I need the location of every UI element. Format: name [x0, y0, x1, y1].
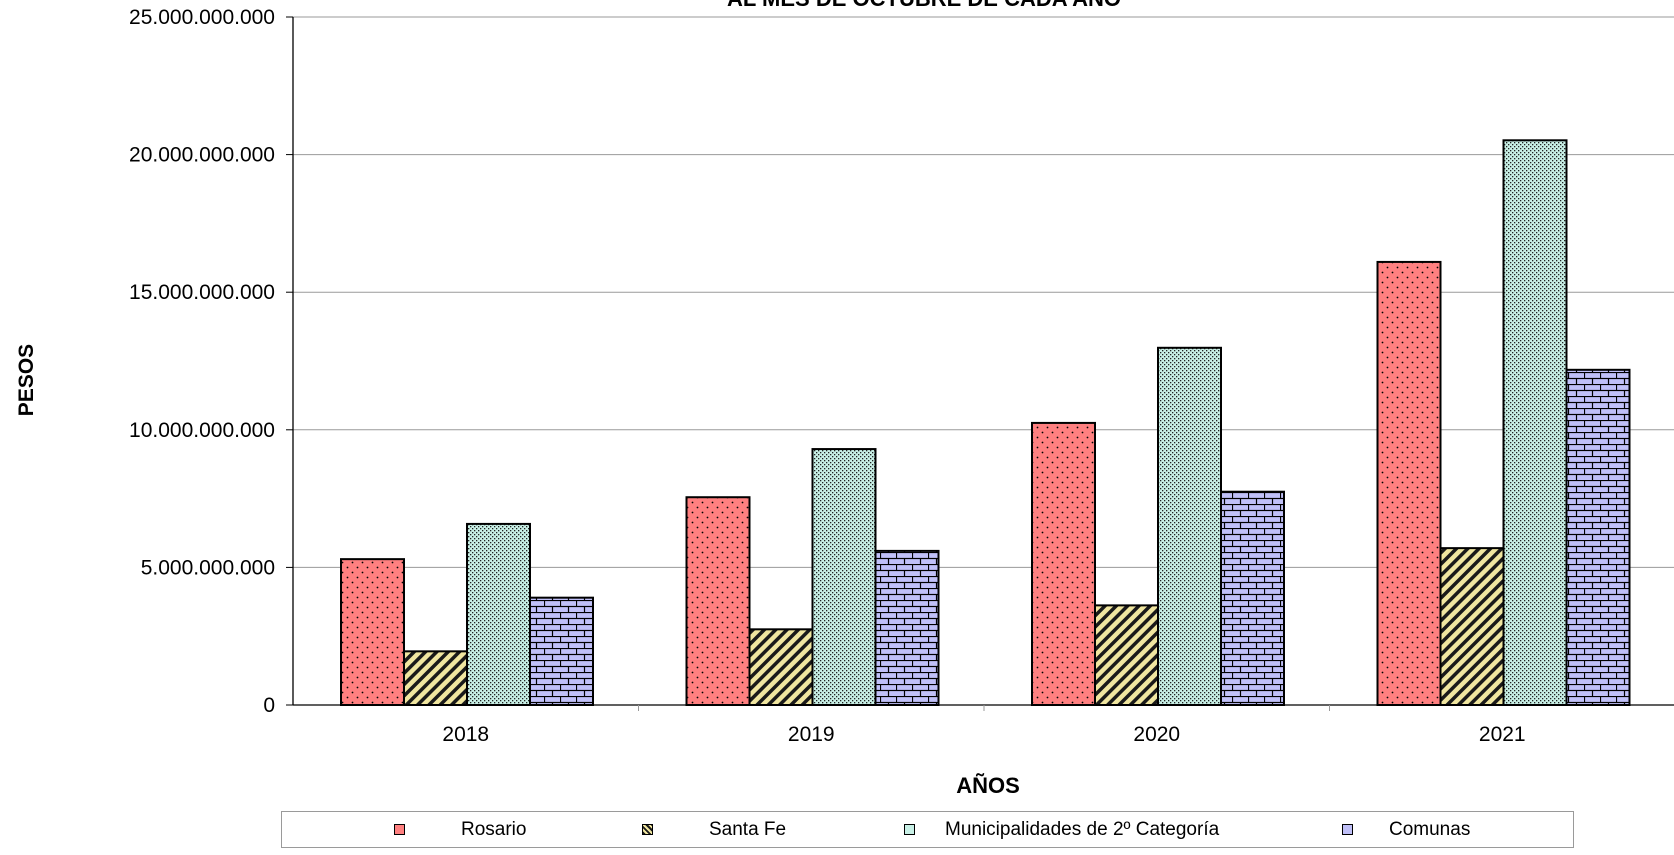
bar-2021-rosario — [1376, 260, 1442, 706]
bar-2020-rosario — [1031, 421, 1096, 706]
y-tick-label: 0 — [263, 694, 275, 717]
legend-label-municipalidades: Municipalidades de 2º Categoría — [945, 818, 1220, 840]
chart-title: AL MES DE OCTUBRE DE CADA AÑO — [727, 0, 1121, 11]
x-tick-labels: 2018 2019 2020 2021 — [442, 723, 1525, 746]
x-tick-label: 2020 — [1133, 723, 1180, 746]
axes — [286, 16, 1674, 711]
legend-item-comunas: Comunas — [1342, 812, 1470, 847]
legend-swatch-comunas — [1342, 824, 1353, 835]
legend-item-santa-fe: Santa Fe — [642, 812, 786, 847]
bars — [340, 139, 1631, 707]
x-tick-label: 2018 — [442, 723, 489, 746]
legend-item-municipalidades: Municipalidades de 2º Categoría — [904, 812, 1219, 847]
legend-swatch-rosario — [394, 824, 405, 835]
legend-swatch-santa-fe — [642, 824, 653, 835]
bar-2019-santa-fe — [748, 628, 814, 707]
y-tick-labels: 0 5.000.000.000 10.000.000.000 15.000.000.0… — [129, 6, 275, 717]
bar-2018-municipalidades-de-2-categor-a — [466, 522, 531, 706]
y-tick-label: 10.000.000.000 — [129, 419, 275, 442]
bar-2020-municipalidades-de-2-categor-a — [1157, 346, 1222, 706]
legend: Rosario Santa Fe Municipalidades de 2º C… — [281, 811, 1574, 848]
bar-2019-comunas — [874, 549, 940, 706]
x-tick-label: 2019 — [788, 723, 835, 746]
x-tick-label: 2021 — [1479, 723, 1526, 746]
legend-label-rosario: Rosario — [461, 818, 527, 840]
bar-2021-comunas — [1565, 368, 1631, 706]
y-tick-label: 5.000.000.000 — [141, 556, 275, 579]
y-tick-label: 20.000.000.000 — [129, 144, 275, 167]
bar-2019-rosario — [685, 496, 751, 706]
legend-item-rosario: Rosario — [394, 812, 526, 847]
bar-2018-santa-fe — [403, 650, 468, 706]
bar-2021-santa-fe — [1439, 547, 1505, 706]
grid — [293, 16, 1674, 568]
y-axis-title: PESOS — [15, 344, 38, 416]
bar-2019-municipalidades-de-2-categor-a — [811, 448, 877, 706]
y-tick-label: 15.000.000.000 — [129, 281, 275, 304]
y-tick-label: 25.000.000.000 — [129, 6, 275, 29]
legend-label-comunas: Comunas — [1389, 818, 1471, 840]
x-axis-title: AÑOS — [956, 773, 1020, 798]
bar-2021-municipalidades-de-2-categor-a — [1502, 139, 1568, 706]
legend-swatch-municipalidades — [904, 824, 915, 835]
bar-2018-rosario — [340, 558, 405, 706]
legend-label-santa-fe: Santa Fe — [709, 818, 787, 840]
bar-2018-comunas — [529, 596, 594, 706]
bar-2020-santa-fe — [1094, 604, 1159, 707]
bar-2020-comunas — [1220, 490, 1285, 706]
